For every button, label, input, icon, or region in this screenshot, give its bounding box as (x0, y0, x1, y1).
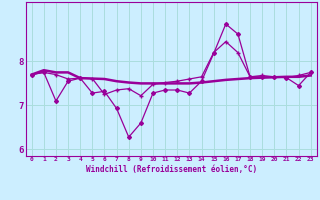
X-axis label: Windchill (Refroidissement éolien,°C): Windchill (Refroidissement éolien,°C) (86, 165, 257, 174)
